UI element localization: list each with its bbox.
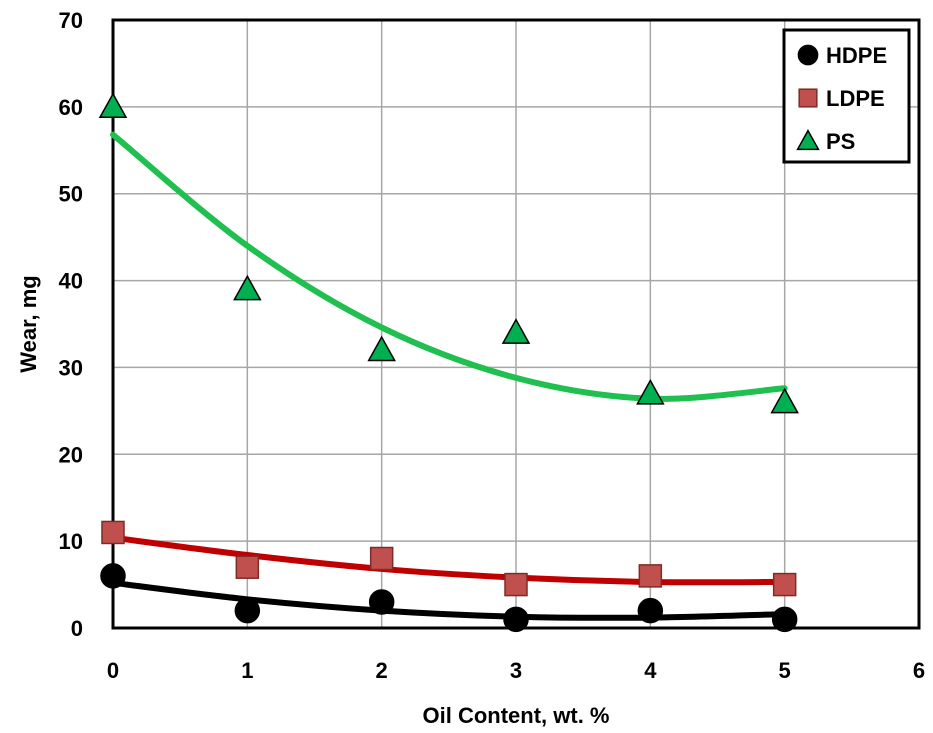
data-point-hdpe-0 (100, 563, 126, 589)
data-points (98, 92, 799, 633)
x-tick-label-4: 4 (644, 658, 657, 683)
trend-line-hdpe (110, 579, 788, 621)
data-point-ps-3 (501, 318, 531, 344)
data-point-ldpe-2 (369, 546, 394, 571)
data-point-ps-2 (367, 335, 396, 362)
legend-label-ps: PS (826, 129, 855, 154)
y-axis-title: Wear, mg (16, 275, 41, 372)
data-point-ldpe-4 (638, 564, 663, 588)
y-tick-label-30: 30 (59, 355, 83, 380)
legend-label-ldpe: LDPE (826, 86, 885, 111)
y-tick-label-60: 60 (59, 95, 83, 120)
x-tick-label-0: 0 (107, 658, 119, 683)
legend: HDPE LDPE PS (782, 28, 911, 164)
x-tick-label-2: 2 (376, 658, 388, 683)
trend-line-ps (110, 131, 788, 402)
data-point-hdpe-4 (637, 597, 664, 624)
legend-marker-hdpe (797, 44, 819, 66)
y-tick-labels: 0 10 20 30 40 50 60 70 (59, 8, 83, 641)
y-tick-label-40: 40 (59, 269, 83, 294)
data-point-ldpe-0 (101, 520, 125, 545)
legend-label-hdpe: HDPE (826, 43, 887, 68)
trend-line-ldpe (110, 534, 788, 586)
data-point-hdpe-3 (503, 606, 529, 633)
data-point-ps-4 (636, 378, 665, 405)
x-axis-title: Oil Content, wt. % (423, 703, 610, 728)
data-point-hdpe-5 (771, 606, 798, 633)
y-tick-label-70: 70 (59, 8, 83, 33)
x-tick-labels: 0 1 2 3 4 5 6 (107, 658, 925, 683)
data-point-hdpe-2 (368, 589, 395, 615)
y-tick-label-0: 0 (71, 616, 83, 641)
y-tick-label-10: 10 (59, 529, 83, 554)
data-point-ldpe-5 (772, 572, 797, 597)
data-point-ps-0 (98, 92, 128, 119)
trend-lines (110, 131, 788, 621)
data-point-ps-5 (770, 387, 799, 414)
data-point-hdpe-1 (234, 597, 261, 624)
legend-marker-ldpe (798, 88, 818, 108)
x-tick-label-1: 1 (241, 658, 253, 683)
x-tick-label-5: 5 (779, 658, 791, 683)
data-point-ldpe-3 (504, 572, 528, 597)
x-tick-label-3: 3 (510, 658, 522, 683)
y-tick-label-50: 50 (59, 182, 83, 207)
data-point-ps-1 (233, 274, 262, 301)
data-point-ldpe-1 (235, 555, 260, 579)
x-tick-label-6: 6 (913, 658, 925, 683)
y-tick-label-20: 20 (59, 442, 83, 467)
legend-marker-ps (796, 129, 820, 151)
